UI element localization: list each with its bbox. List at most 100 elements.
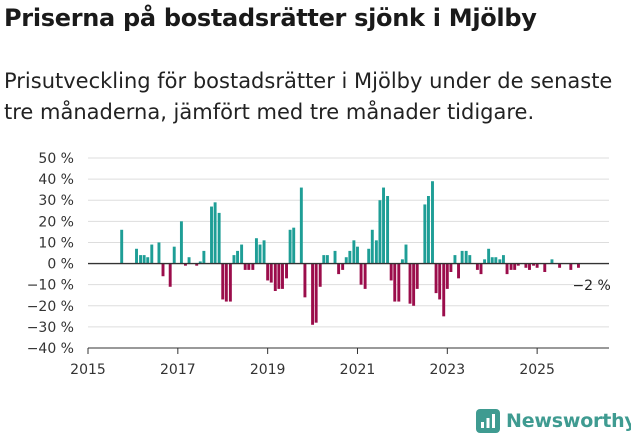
bar xyxy=(513,263,517,270)
y-tick-label: 50 % xyxy=(38,151,74,167)
bar xyxy=(431,181,434,264)
bar xyxy=(184,263,187,266)
last-value-label: −2 % xyxy=(572,278,610,294)
bar xyxy=(348,250,352,264)
bar xyxy=(363,263,367,289)
bar xyxy=(494,257,498,264)
y-tick-label: −30 % xyxy=(27,320,74,336)
bar xyxy=(217,212,221,264)
bar xyxy=(408,263,412,304)
bar xyxy=(558,263,562,268)
bar xyxy=(299,187,303,264)
bar xyxy=(498,259,502,264)
bar xyxy=(142,255,146,264)
bar xyxy=(120,229,124,264)
bar xyxy=(460,250,464,264)
bar xyxy=(475,263,479,270)
bar xyxy=(442,263,446,317)
bar xyxy=(367,248,371,264)
bar xyxy=(161,263,165,277)
bar xyxy=(258,244,262,264)
bar xyxy=(404,244,408,264)
bar xyxy=(322,255,326,264)
bar xyxy=(344,257,348,264)
y-tick-label: 30 % xyxy=(38,193,74,209)
bar xyxy=(490,257,494,264)
bar xyxy=(397,263,401,302)
bar xyxy=(266,263,270,281)
bar xyxy=(370,229,374,264)
x-tick-label: 2023 xyxy=(429,362,465,378)
tick-labels: 50 % 40 % 30 % 20 % 10 % 0 % −10 % −20 % −30 % −4… xyxy=(27,151,611,378)
chart-title: Priserna på bostadsrätter sjönk i Mjölby xyxy=(4,4,537,32)
bar xyxy=(254,238,258,264)
y-tick-label: 0 % xyxy=(47,257,74,273)
bar xyxy=(232,255,236,264)
axes xyxy=(87,262,609,354)
bar xyxy=(292,227,296,264)
bar xyxy=(273,263,277,291)
bar xyxy=(412,263,416,306)
brand-logo[interactable]: Newsworthy xyxy=(476,406,631,436)
bar xyxy=(423,204,427,264)
y-tick-label: −40 % xyxy=(27,341,74,357)
bar xyxy=(374,240,378,264)
bar xyxy=(524,263,528,268)
y-tick-label: 10 % xyxy=(38,235,74,251)
bar xyxy=(501,255,505,264)
bar xyxy=(577,263,580,268)
bar xyxy=(221,263,225,300)
bar xyxy=(389,263,393,281)
bar xyxy=(464,250,468,264)
bar xyxy=(243,263,247,270)
bar xyxy=(569,263,573,270)
bar xyxy=(487,248,491,264)
bar xyxy=(311,263,315,325)
bar xyxy=(157,242,161,264)
bar xyxy=(281,263,284,289)
bar xyxy=(457,263,460,279)
bar xyxy=(356,246,359,264)
bar xyxy=(453,255,457,264)
bar xyxy=(202,250,206,264)
bar xyxy=(333,250,337,264)
bar xyxy=(352,240,356,264)
bar xyxy=(434,263,438,294)
bar xyxy=(445,263,449,289)
bar xyxy=(479,263,483,275)
bar xyxy=(483,259,487,264)
bar xyxy=(303,263,307,298)
bar xyxy=(359,263,363,285)
bar xyxy=(468,255,472,264)
bar xyxy=(210,206,213,264)
bar xyxy=(318,263,322,287)
bar xyxy=(535,263,539,268)
bar xyxy=(449,263,453,272)
bar xyxy=(150,244,154,264)
bar xyxy=(393,263,397,302)
x-tick-label: 2021 xyxy=(340,362,376,378)
y-tick-label: −20 % xyxy=(27,299,74,315)
bar xyxy=(139,255,143,264)
bar xyxy=(516,263,520,266)
bar xyxy=(382,187,385,264)
bar xyxy=(325,255,329,264)
bar xyxy=(172,246,176,264)
bar xyxy=(415,263,419,289)
bar xyxy=(240,244,244,264)
bar xyxy=(509,263,513,270)
bar xyxy=(262,240,266,264)
bar xyxy=(179,221,183,264)
bar xyxy=(543,263,547,272)
bar xyxy=(168,263,172,287)
bar xyxy=(528,263,531,270)
bar xyxy=(277,263,281,289)
bar xyxy=(236,250,240,264)
bar xyxy=(224,263,228,302)
x-tick-label: 2025 xyxy=(519,362,555,378)
x-tick-label: 2017 xyxy=(160,362,196,378)
bar xyxy=(247,263,251,270)
x-tick-label: 2015 xyxy=(70,362,106,378)
y-tick-label: −10 % xyxy=(27,278,74,294)
